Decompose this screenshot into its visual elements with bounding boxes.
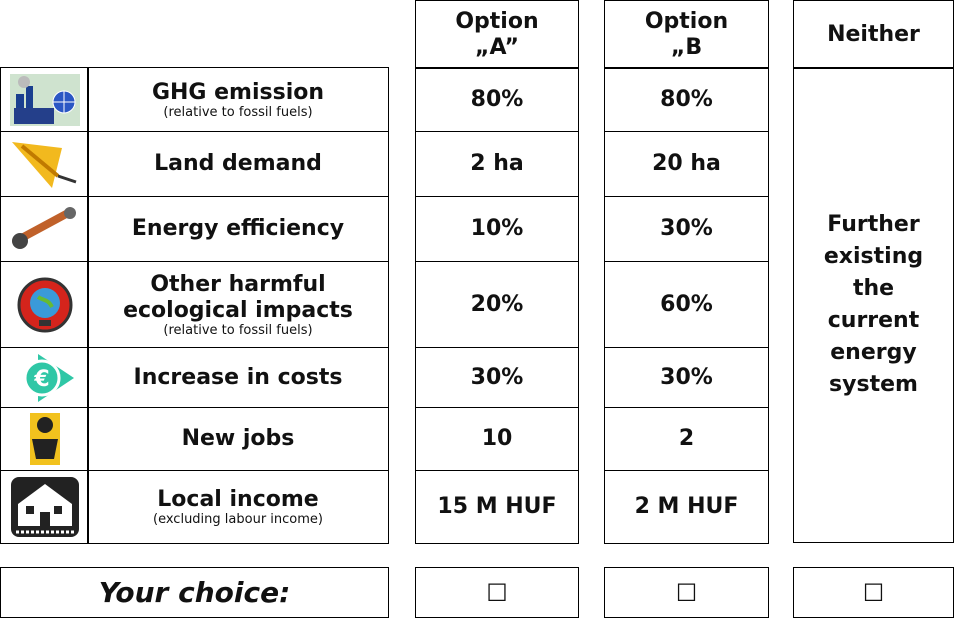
choice-label-cell: Your choice: — [0, 567, 389, 618]
attribute-note: (relative to fossil fuels) — [163, 104, 313, 120]
attribute-cell: Land demand — [87, 131, 389, 197]
option-a-cell: 80% — [415, 67, 579, 132]
attribute-name: Increase in costs — [133, 364, 343, 390]
option-a-header: Option „A” — [455, 8, 539, 60]
choice-label: Your choice: — [98, 575, 291, 609]
option-b-cell: 30% — [604, 347, 769, 408]
icon-cell — [0, 196, 89, 262]
option-b-cell: 2 M HUF — [604, 470, 769, 544]
attribute-name: New jobs — [181, 426, 295, 451]
attribute-cell: Energy efficiency — [87, 196, 389, 262]
attribute-cell: Increase in costs — [87, 347, 389, 408]
icon-cell — [0, 407, 89, 471]
icon-cell — [0, 261, 89, 348]
option-b-header: Option „B — [644, 8, 729, 60]
neither-text: Further existing the current energy syst… — [823, 212, 924, 397]
checkbox-cell[interactable]: ☐ — [604, 567, 769, 618]
attribute-name: Land demand — [154, 151, 322, 176]
attribute-cell: Other harmful ecological impacts (relativ… — [87, 261, 389, 348]
icon-cell: € — [0, 347, 89, 408]
attribute-name: Local income — [157, 487, 319, 512]
option-a-value: 15 M HUF — [437, 494, 557, 519]
option-a-cell: 10% — [415, 196, 579, 262]
option-a-cell: 15 M HUF — [415, 470, 579, 544]
attribute-cell: New jobs — [87, 407, 389, 471]
neither-cell: Further existing the current energy syst… — [793, 67, 954, 543]
option-a-value: 10% — [470, 216, 524, 241]
option-b-value: 30% — [660, 216, 713, 241]
option-a-value: 2 ha — [470, 151, 524, 176]
attribute-name: GHG emission — [151, 79, 325, 105]
option-b-value: 30% — [660, 364, 713, 390]
checkbox[interactable]: ☐ — [862, 578, 885, 607]
icon-cell — [0, 131, 89, 197]
option-a-value: 30% — [470, 364, 524, 390]
option-b-cell: 30% — [604, 196, 769, 262]
option-b-value: 80% — [660, 86, 713, 112]
svg-text:€: € — [33, 367, 49, 392]
attribute-name: Other harmful ecological impacts — [123, 271, 353, 323]
option-b-value: 60% — [660, 291, 713, 317]
option-header: Neither — [793, 0, 954, 69]
checkbox[interactable]: ☐ — [675, 578, 698, 607]
option-b-cell: 80% — [604, 67, 769, 132]
neither-header: Neither — [827, 21, 920, 47]
option-a-value: 20% — [470, 291, 524, 317]
option-a-cell: 10 — [415, 407, 579, 471]
option-b-value: 2 — [678, 426, 695, 451]
checkbox[interactable]: ☐ — [486, 578, 508, 607]
option-b-cell: 2 — [604, 407, 769, 471]
icon-cell — [0, 67, 89, 132]
option-header: Option „B — [604, 0, 769, 69]
option-header: Option „A” — [415, 0, 579, 69]
attribute-note: (excluding labour income) — [153, 512, 323, 527]
attribute-note: (relative to fossil fuels) — [163, 322, 313, 338]
checkbox-cell[interactable]: ☐ — [793, 567, 954, 618]
option-a-cell: 2 ha — [415, 131, 579, 197]
option-a-value: 10 — [481, 426, 513, 451]
attribute-cell: Local income (excluding labour income) — [87, 470, 389, 544]
option-a-cell: 30% — [415, 347, 579, 408]
option-b-cell: 60% — [604, 261, 769, 348]
attribute-name: Energy efficiency — [131, 216, 345, 241]
option-b-value: 2 M HUF — [634, 494, 739, 519]
option-b-cell: 20 ha — [604, 131, 769, 197]
option-a-value: 80% — [470, 86, 524, 112]
option-b-value: 20 ha — [652, 151, 721, 176]
attribute-cell: GHG emission (relative to fossil fuels) — [87, 67, 389, 132]
option-a-cell: 20% — [415, 261, 579, 348]
icon-cell — [0, 470, 89, 544]
checkbox-cell[interactable]: ☐ — [415, 567, 579, 618]
